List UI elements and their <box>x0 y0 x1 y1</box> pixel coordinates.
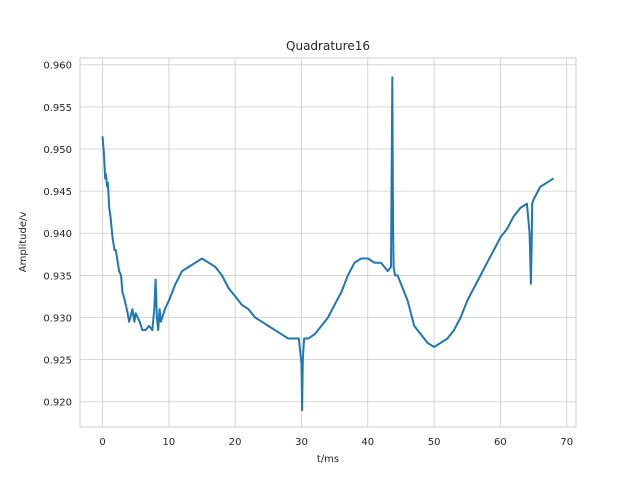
series-layer <box>101 76 555 412</box>
y-tick-label: 0.920 <box>43 398 72 409</box>
x-tick-label: 50 <box>428 437 441 448</box>
series-line <box>101 76 555 412</box>
y-tick-label: 0.950 <box>43 145 72 156</box>
y-tick-label: 0.940 <box>43 229 72 240</box>
x-tick-label: 0 <box>99 437 105 448</box>
x-gridlines <box>102 58 568 427</box>
plot-frame <box>79 57 577 428</box>
y-tick-label: 0.955 <box>43 103 72 114</box>
chart-title: Quadrature16 <box>286 39 370 53</box>
y-tick-labels: 0.920 0.925 0.930 0.935 0.940 0.945 0.950 0.955… <box>43 61 72 409</box>
x-tick-labels: 0 10 20 30 40 50 60 70 <box>99 437 573 448</box>
x-tick-label: 70 <box>560 437 573 448</box>
x-axis-label: t/ms <box>317 454 339 465</box>
y-tick-label: 0.960 <box>43 61 72 72</box>
y-tick-label: 0.945 <box>43 187 72 198</box>
y-tick-label: 0.925 <box>43 356 72 367</box>
x-tick-label: 30 <box>295 437 308 448</box>
x-tick-label: 40 <box>361 437 374 448</box>
x-tick-label: 60 <box>494 437 507 448</box>
x-tick-label: 20 <box>229 437 242 448</box>
x-tick-label: 10 <box>162 437 175 448</box>
y-tick-label: 0.935 <box>43 271 72 282</box>
y-tick-label: 0.930 <box>43 313 72 324</box>
y-axis-label: Amplitude/v <box>18 212 29 273</box>
